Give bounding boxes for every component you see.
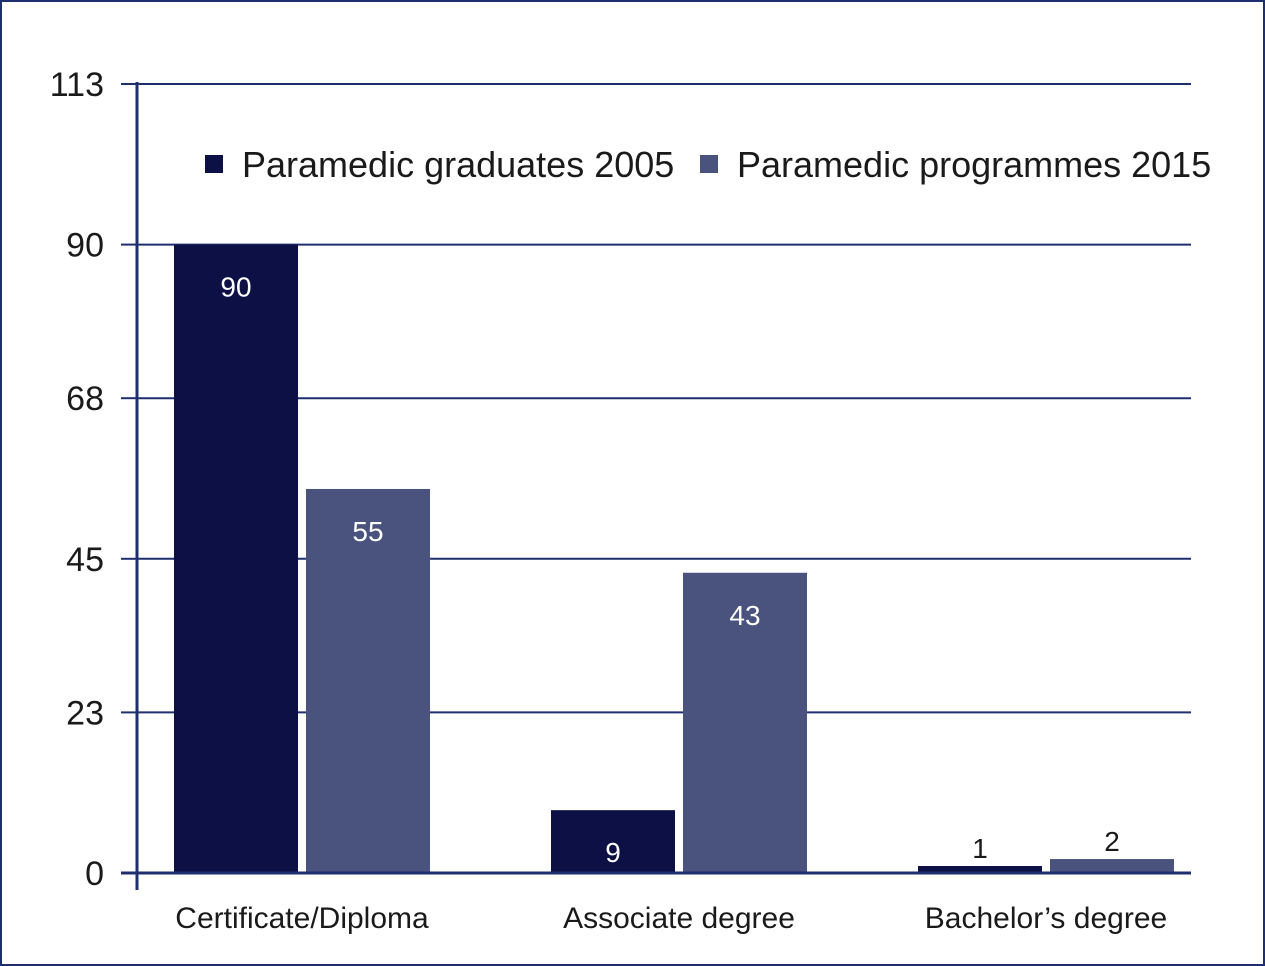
bar-value-label: 2 (1104, 826, 1120, 857)
legend-swatch (700, 155, 718, 173)
x-category-label: Certificate/Diploma (175, 902, 429, 935)
y-tick-label: 0 (85, 855, 104, 893)
bar (306, 488, 430, 873)
legend-swatch (205, 155, 223, 173)
bar-value-label: 55 (352, 516, 383, 547)
bar-value-label: 90 (220, 272, 251, 303)
bar (683, 572, 807, 873)
y-axis-ticks: 0 23 45 68 90 113 (50, 66, 137, 893)
x-category-label: Bachelor’s degree (925, 902, 1167, 935)
y-tick-label: 68 (66, 380, 104, 418)
legend-label: Paramedic graduates 2005 (242, 144, 674, 185)
x-axis-labels: Certificate/Diploma Associate degree Bache… (175, 902, 1167, 935)
bar-value-label: 9 (605, 837, 621, 868)
bar-value-label: 43 (729, 600, 760, 631)
bar (1050, 859, 1174, 873)
bar-value-label: 1 (972, 833, 988, 864)
bar (918, 866, 1042, 873)
y-tick-label: 45 (66, 541, 104, 579)
bars (174, 244, 1174, 874)
legend: Paramedic graduates 2005 Paramedic progra… (205, 144, 1211, 185)
legend-label: Paramedic programmes 2015 (737, 144, 1211, 185)
value-labels: 90 55 9 43 1 2 (220, 272, 1119, 869)
bar (174, 244, 298, 874)
y-tick-label: 113 (50, 66, 104, 104)
x-category-label: Associate degree (563, 902, 795, 935)
y-tick-label: 90 (66, 227, 104, 265)
y-tick-label: 23 (66, 694, 104, 732)
bar (551, 810, 675, 873)
